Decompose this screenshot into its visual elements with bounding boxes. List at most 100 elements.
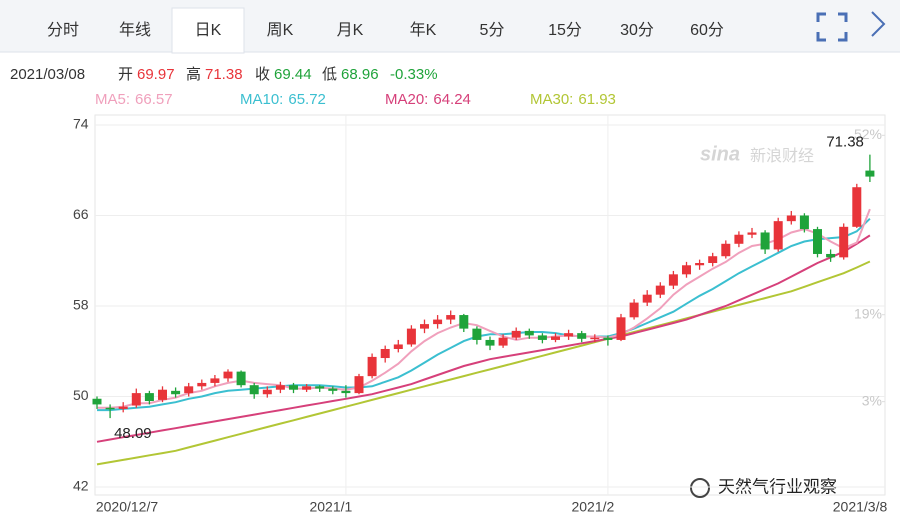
x-tick-label: 2021/1: [309, 499, 352, 515]
info-high-label: 高: [186, 66, 201, 83]
plot-frame: [94, 114, 886, 496]
candle-body: [197, 382, 207, 387]
candle-body: [420, 324, 429, 329]
fullscreen-glyph[interactable]: [816, 12, 848, 42]
tab[interactable]: 60分: [690, 21, 724, 39]
y-tick-label: 58: [73, 297, 89, 313]
candle-body: [393, 344, 403, 349]
candle-body: [289, 385, 298, 390]
candle-body: [786, 215, 796, 222]
candle-body: [773, 221, 783, 250]
info-open: 69.97: [137, 66, 175, 83]
candle-body: [406, 328, 416, 345]
tab[interactable]: 年线: [119, 21, 151, 39]
watermark: 新浪财经: [750, 147, 814, 165]
candle-body: [537, 335, 547, 340]
candle-body: [302, 386, 312, 390]
ma-line: [97, 208, 871, 409]
watermark-logo: sina: [700, 143, 740, 165]
candle-body: [131, 393, 141, 406]
tab[interactable]: 分时: [47, 21, 79, 39]
tab[interactable]: 5分: [480, 21, 505, 39]
info-close-label: 收: [255, 66, 270, 83]
candle-body: [695, 263, 705, 266]
candle-body: [223, 371, 233, 379]
tab-bar: [0, 0, 900, 52]
candle-body: [354, 376, 364, 394]
candle-body: [590, 337, 600, 340]
y-tick-label: 42: [73, 478, 89, 494]
ma-line: [97, 217, 871, 412]
info-open-label: 开: [118, 66, 133, 83]
ma-line: [96, 234, 871, 443]
candle-body: [799, 215, 809, 230]
y-tick-label: 66: [73, 206, 89, 222]
candle-body: [184, 386, 194, 394]
candle-body: [564, 333, 574, 337]
candle-body: [734, 234, 744, 244]
candle-body: [446, 315, 456, 320]
tab[interactable]: 30分: [620, 21, 654, 39]
y2-tick-label: 3%: [862, 392, 882, 408]
candle-body: [144, 393, 154, 402]
badge-icon: [690, 478, 710, 498]
tab[interactable]: 月K: [337, 22, 364, 39]
tab[interactable]: 年K: [410, 21, 437, 39]
candle-body: [655, 285, 665, 295]
y-tick-label: 50: [73, 387, 89, 403]
candle-body: [603, 337, 613, 340]
candle-body: [118, 406, 128, 409]
ma-line: [96, 260, 871, 466]
x-tick-label: 2020/12/7: [96, 499, 158, 515]
candle-body: [826, 253, 836, 258]
candle-body: [275, 385, 285, 390]
min-annotation: 48.09: [114, 425, 152, 442]
legend-label: MA10:: [240, 91, 283, 108]
candle-body: [105, 407, 115, 410]
tab[interactable]: 15分: [548, 21, 582, 39]
active-tab[interactable]: [171, 7, 245, 54]
info-low: 68.96: [341, 66, 379, 83]
legend-value: 64.24: [433, 91, 471, 108]
candle-body: [721, 243, 731, 257]
candle-body: [498, 337, 508, 346]
legend-label: MA30:: [530, 91, 573, 108]
candle-body: [236, 371, 246, 386]
legend-value: 61.93: [578, 91, 616, 108]
candle-body: [328, 388, 338, 391]
legend-label: MA5:: [95, 91, 130, 108]
candle-body: [577, 333, 587, 339]
candle-body: [616, 317, 626, 340]
candle-body: [210, 378, 220, 383]
fullscreen-icon[interactable]: [816, 12, 848, 42]
y-tick-label: 74: [73, 116, 89, 132]
candle-body: [629, 302, 639, 318]
candle-body: [262, 389, 272, 395]
scroll-arrow[interactable]: [871, 11, 886, 37]
candle-body: [839, 226, 849, 258]
tab[interactable]: 周K: [267, 22, 294, 39]
candle-body: [708, 256, 718, 264]
info-change: -0.33%: [390, 66, 438, 83]
legend-label: MA20:: [385, 91, 428, 108]
candle-body: [865, 170, 875, 177]
tab[interactable]: 日K: [195, 22, 222, 39]
candle-body: [852, 187, 862, 227]
candle-body: [747, 232, 757, 235]
candle-body: [524, 330, 534, 336]
legend-value: 66.57: [135, 91, 173, 108]
candle-body: [472, 328, 482, 340]
candle-body: [433, 319, 443, 325]
candle-body: [171, 390, 181, 395]
candle-body: [315, 386, 325, 389]
candle-body: [249, 385, 259, 395]
candle-body: [511, 330, 521, 338]
max-annotation: 71.38: [826, 134, 864, 151]
x-tick-label: 2021/3/8: [833, 499, 888, 515]
info-date: 2021/03/08: [10, 66, 85, 83]
candle-body: [380, 348, 390, 359]
candle-body: [760, 232, 770, 250]
candle-body: [668, 274, 678, 286]
candle-body: [642, 294, 652, 303]
